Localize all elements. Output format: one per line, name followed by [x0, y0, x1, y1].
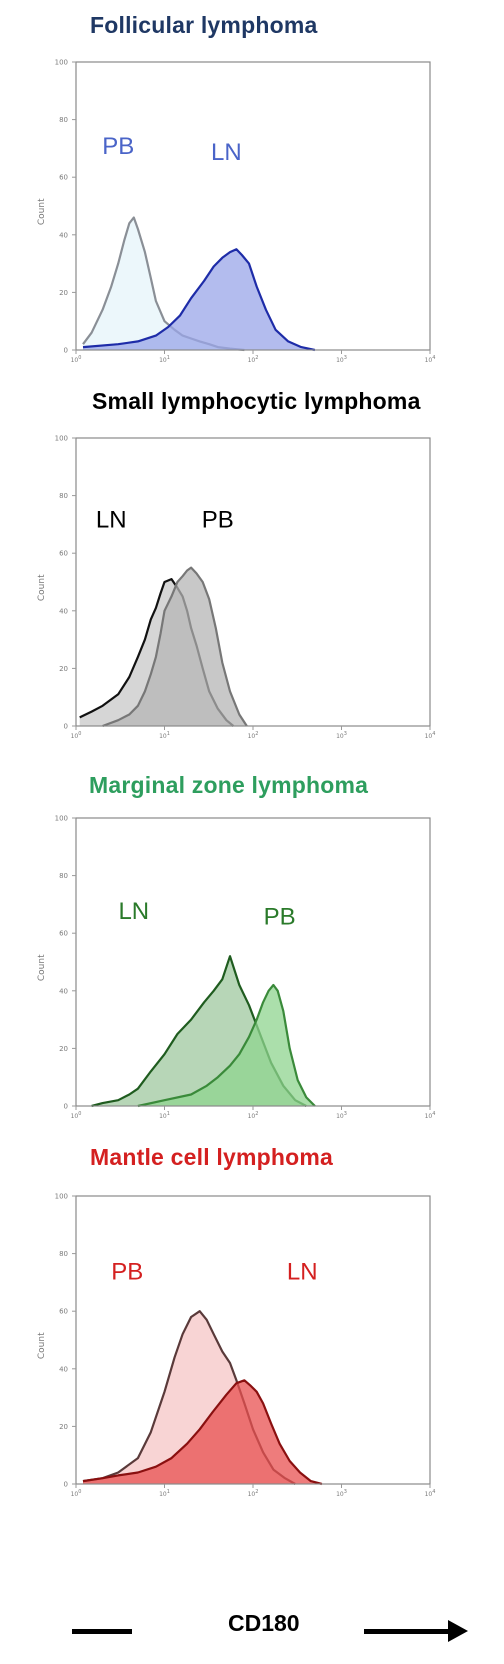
chart-title-marginal: Marginal zone lymphoma — [89, 772, 369, 798]
y-tick-label: 40 — [59, 231, 68, 239]
y-tick-label: 80 — [59, 1250, 68, 1258]
x-tick-label: 104 — [425, 355, 436, 364]
x-tick-label: 100 — [71, 355, 82, 364]
x-tick-label: 101 — [159, 1489, 170, 1498]
x-tick-label: 104 — [425, 1489, 436, 1498]
series-area-ln — [83, 249, 315, 350]
y-tick-label: 20 — [59, 289, 68, 297]
x-tick-label: 102 — [248, 1489, 259, 1498]
y-tick-label: 20 — [59, 665, 68, 673]
series-label-ln: LN — [118, 898, 149, 925]
x-tick-label: 100 — [71, 731, 82, 740]
y-tick-label: 80 — [59, 872, 68, 880]
chart-sll: LN PB 0 20 40 60 80 100 100 101 102 103 104 Count — [37, 435, 436, 741]
y-tick-label: 80 — [59, 492, 68, 500]
x-tick-label: 102 — [248, 1111, 259, 1120]
x-tick-label: 103 — [336, 1489, 347, 1498]
x-tick-label: 104 — [425, 1111, 436, 1120]
y-tick-label: 60 — [59, 930, 68, 938]
x-tick-label: 104 — [425, 731, 436, 740]
y-tick-label: 60 — [59, 174, 68, 182]
axis-caption-text: CD180 — [228, 1610, 300, 1636]
chart-title-sll: Small lymphocytic lymphoma — [92, 388, 421, 414]
x-tick-label: 101 — [159, 731, 170, 740]
chart-mantle: PB LN 0 20 40 60 80 100 100 101 102 103 104 Count — [37, 1193, 436, 1499]
y-tick-label: 0 — [64, 1103, 68, 1111]
y-tick-label: 20 — [59, 1045, 68, 1053]
y-tick-label: 60 — [59, 1308, 68, 1316]
x-tick-label: 100 — [71, 1111, 82, 1120]
y-tick-label: 40 — [59, 1365, 68, 1373]
axis-arrow-shaft — [364, 1629, 450, 1634]
y-axis-label: Count — [37, 574, 47, 601]
series-line-ln — [82, 248, 316, 352]
series-area-pb — [137, 985, 315, 1106]
chart-marginal: LN PB 0 20 40 60 80 100 100 101 102 103 104 Count — [37, 815, 436, 1121]
series-area-pb — [83, 217, 245, 350]
y-tick-label: 80 — [59, 116, 68, 124]
y-tick-label: 40 — [59, 607, 68, 615]
x-tick-label: 103 — [336, 1111, 347, 1120]
series-label-pb: PB — [111, 1259, 143, 1286]
series-label-pb: PB — [264, 904, 296, 931]
y-axis-label: Count — [37, 198, 47, 225]
y-tick-label: 0 — [64, 723, 68, 731]
x-tick-label: 101 — [159, 355, 170, 364]
series-label-ln: LN — [211, 139, 242, 166]
series-line-pb — [102, 566, 248, 728]
series-label-ln: LN — [96, 506, 127, 533]
y-tick-label: 20 — [59, 1423, 68, 1431]
series-label-pb: PB — [102, 133, 134, 160]
chart-title-follicular: Follicular lymphoma — [90, 12, 318, 38]
series-line-pb — [137, 983, 316, 1108]
series-line-ln — [82, 1379, 323, 1486]
x-tick-label: 102 — [248, 731, 259, 740]
y-axis-label: Count — [37, 954, 47, 981]
chart-title-mantle: Mantle cell lymphoma — [90, 1144, 334, 1170]
y-axis-label: Count — [37, 1332, 47, 1359]
chart-follicular: PB LN 0 20 40 60 80 100 100 101 102 103 104 Count — [37, 59, 436, 365]
x-axis-caption: CD180 — [68, 1608, 468, 1648]
y-tick-label: 0 — [64, 347, 68, 355]
y-tick-label: 0 — [64, 1481, 68, 1489]
y-tick-label: 60 — [59, 550, 68, 558]
y-tick-label: 100 — [55, 1193, 68, 1201]
x-tick-label: 103 — [336, 355, 347, 364]
y-tick-label: 100 — [55, 815, 68, 823]
x-tick-label: 101 — [159, 1111, 170, 1120]
y-tick-label: 100 — [55, 59, 68, 67]
x-tick-label: 100 — [71, 1489, 82, 1498]
series-area-ln — [83, 1380, 322, 1484]
series-label-pb: PB — [202, 506, 234, 533]
y-tick-label: 40 — [59, 987, 68, 995]
y-tick-label: 100 — [55, 435, 68, 443]
x-tick-label: 103 — [336, 731, 347, 740]
axis-arrow-tail — [72, 1629, 132, 1634]
series-label-ln: LN — [287, 1259, 318, 1286]
x-tick-label: 102 — [248, 355, 259, 364]
arrow-right-icon — [448, 1620, 468, 1642]
